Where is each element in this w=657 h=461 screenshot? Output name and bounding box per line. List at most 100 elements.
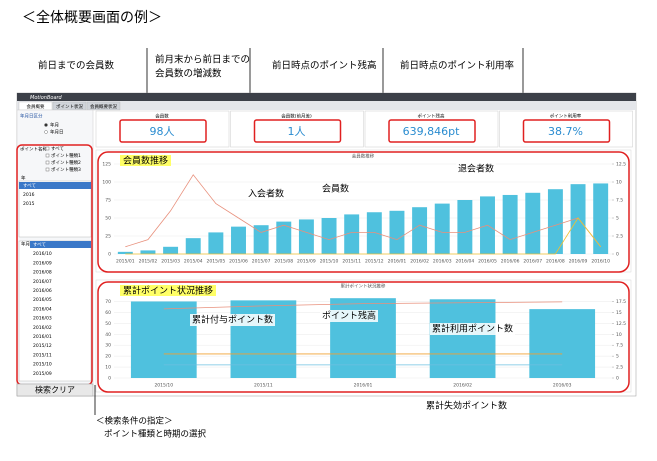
y-tick-label: 40 [105,332,111,338]
radio[interactable] [44,123,48,127]
kpi-label: 会員数 [155,113,169,120]
kpi-card [364,110,499,148]
bar [389,210,405,254]
chart-highlight [97,281,630,393]
label-bg [430,323,515,335]
y2-tick-label: 12.5 [616,162,626,168]
list-item[interactable]: 2016/06 [33,288,52,294]
radio-label: 年月 [50,122,59,129]
x-tick-label: 2015/06 [229,259,248,265]
clear-button-label[interactable]: 検索クリア [35,385,75,395]
checkbox-label: ポイント種類3 [51,166,81,173]
kpi-card [95,110,230,148]
list-item[interactable]: 2015/09 [33,371,52,377]
x-tick-label: 2015/09 [297,259,316,265]
callout: 会員数の増減数 [155,68,222,80]
y2-tick-label: 2.5 [616,365,623,371]
list-item[interactable]: 2015/10 [33,362,52,368]
x-tick-label: 2015/01 [116,259,135,265]
kpi-value: 98人 [150,125,175,138]
label-bg [190,314,275,326]
list-item[interactable]: すべて [23,182,36,189]
y-tick-label: 100 [102,180,111,186]
y2-tick-label: 7.5 [616,198,623,204]
kpi-card [499,110,633,148]
annotation: 累計ポイント状況推移 [123,285,213,297]
callout: 前日までの会員数 [38,60,115,72]
list-item[interactable]: 2016/10 [33,251,52,257]
label-bg [456,163,496,175]
list-item[interactable]: すべて [33,241,46,248]
tab-label[interactable]: 会員概要状況 [90,103,117,110]
tab[interactable] [86,101,121,111]
x-tick-label: 2015/02 [139,259,158,265]
bar [253,225,269,254]
bar [185,238,201,254]
list-item[interactable]: 2016/09 [33,260,52,266]
chart-title: 累計ポイント状況推移 [341,283,386,290]
kpi-label: 会員数(前月差) [281,113,312,120]
callout: 前日時点のポイント残高 [272,60,377,72]
bar [593,183,609,254]
y2-tick-label: 10 [616,180,622,186]
y-tick-label: 10 [105,365,111,371]
list-item[interactable]: 2016/05 [33,297,52,303]
checkbox[interactable] [45,167,50,172]
y2-tick-label: 5 [616,216,619,222]
list-item[interactable]: 2016/01 [33,334,52,340]
tab-label[interactable]: ポイント状況 [56,103,83,110]
x-tick-label: 2016/01 [354,383,373,389]
tab-bar [17,101,636,110]
list-item[interactable]: 2015/11 [33,352,52,358]
series-label: 入会者数 [248,188,284,200]
bar [457,200,473,254]
list-label: 年月 [21,241,30,248]
series-label: 会員数 [322,183,349,195]
list-item[interactable]: 2016/03 [33,316,52,322]
checkbox[interactable] [45,160,50,165]
bar [298,219,314,254]
checkbox[interactable] [45,146,50,151]
x-tick-label: 2015/10 [154,383,173,389]
x-tick-label: 2015/12 [365,259,384,265]
x-tick-label: 2015/03 [161,259,180,265]
x-tick-label: 2016/02 [453,383,472,389]
y2-tick-label: 17.5 [616,299,626,305]
list-item[interactable]: 2016/08 [33,270,52,276]
list-item[interactable]: 2016/04 [33,306,52,312]
kpi-highlight [522,119,611,143]
y2-tick-label: 2.5 [616,234,623,240]
checkbox[interactable] [45,153,50,158]
x-tick-label: 2016/07 [523,259,542,265]
callout: 前月末から前日までの [155,54,250,66]
list-item[interactable]: 2016 [23,192,35,198]
header-bar [17,93,636,101]
bar [231,226,246,254]
tab-label[interactable]: 会員概要 [27,103,45,110]
checkbox-label: ポイント種類2 [51,159,81,166]
bottom-note: ＜検索条件の指定＞ [96,416,173,427]
bottom-note: ポイント種類と時期の選択 [104,429,207,440]
annotation-bg [120,285,216,296]
list-box [18,240,92,382]
list-item[interactable]: 2015 [23,201,35,207]
x-tick-label: 2015/04 [184,259,203,265]
x-tick-label: 2016/06 [501,259,520,265]
bar [321,218,337,254]
list-item[interactable]: 2015/12 [33,343,52,349]
list-item[interactable]: 2016/07 [33,279,52,285]
y2-tick-label: 0 [616,252,619,258]
bar [344,214,360,254]
x-tick-label: 2016/04 [456,259,475,265]
annotation-bg [120,155,171,166]
label-bg [424,400,509,412]
y-tick-label: 75 [105,198,111,204]
radio[interactable] [44,130,48,134]
clear-button[interactable] [16,383,94,397]
series-line [125,217,601,255]
kpi-value: 38.7% [548,125,583,138]
bar [525,192,541,254]
bar [208,232,224,254]
bar [529,309,596,378]
list-item[interactable]: 2016/02 [33,325,52,331]
